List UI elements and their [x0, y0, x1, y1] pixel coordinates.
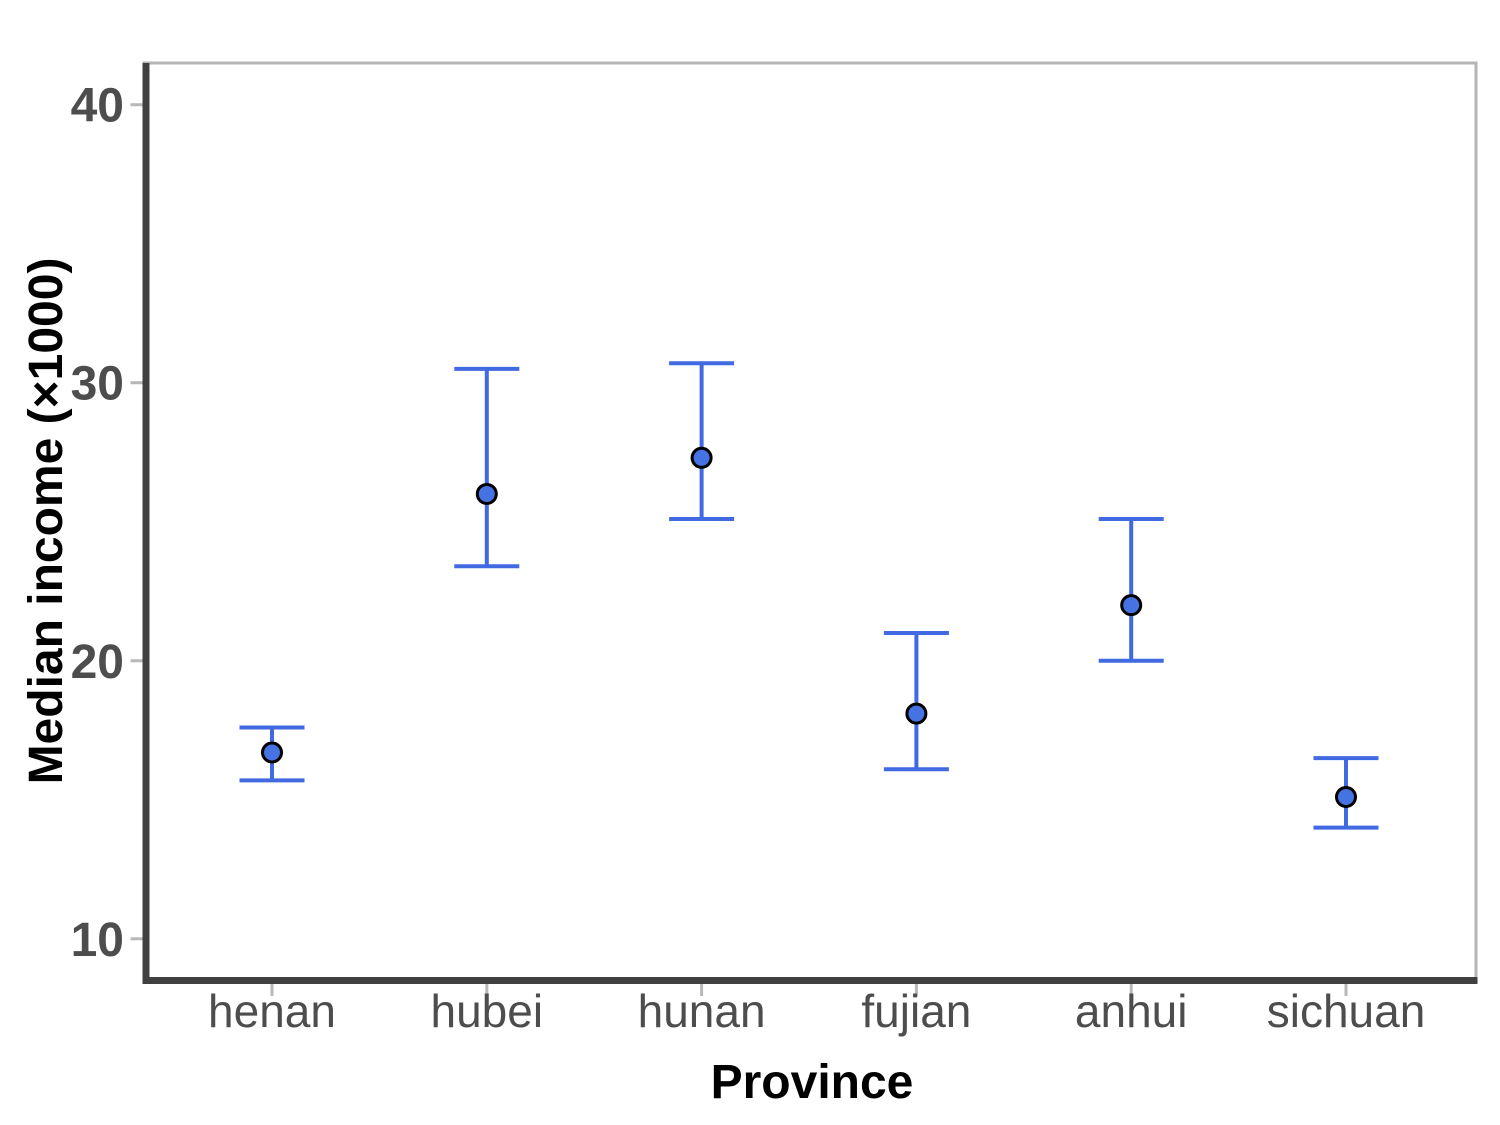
error-bar-group [239, 725, 305, 783]
y-tick-label: 20 [71, 636, 124, 689]
x-tick-label: henan [208, 985, 336, 1037]
data-point [261, 741, 283, 764]
data-point [1120, 594, 1143, 617]
data-point [690, 446, 713, 469]
error-bar-group [1098, 516, 1164, 663]
data-series [239, 361, 1379, 830]
x-tick-label: hubei [431, 985, 544, 1037]
x-axis-ticks: henan hubei hunan fujian anhui sichuan [208, 984, 1425, 1037]
y-tick-label: 30 [71, 358, 124, 411]
y-axis-title: Median income (×1000) [20, 258, 73, 785]
panel-border [142, 61, 1478, 981]
error-bar-group [883, 630, 949, 772]
y-tick-label: 10 [71, 914, 124, 967]
data-point [1335, 786, 1357, 808]
y-axis-ticks: 10 20 30 40 [71, 80, 143, 967]
y-tick-label: 40 [71, 80, 124, 133]
data-point [905, 702, 928, 725]
error-bar-group [669, 361, 735, 521]
data-point [475, 482, 498, 505]
x-tick-label: fujian [861, 985, 971, 1037]
error-bar-group [1313, 756, 1379, 830]
axis-lines [142, 63, 1478, 984]
x-tick-label: hunan [638, 985, 766, 1037]
x-tick-label: anhui [1075, 985, 1188, 1037]
x-tick-label: sichuan [1267, 985, 1426, 1037]
error-bar-group [454, 366, 520, 569]
x-axis-title: Province [711, 1056, 914, 1109]
